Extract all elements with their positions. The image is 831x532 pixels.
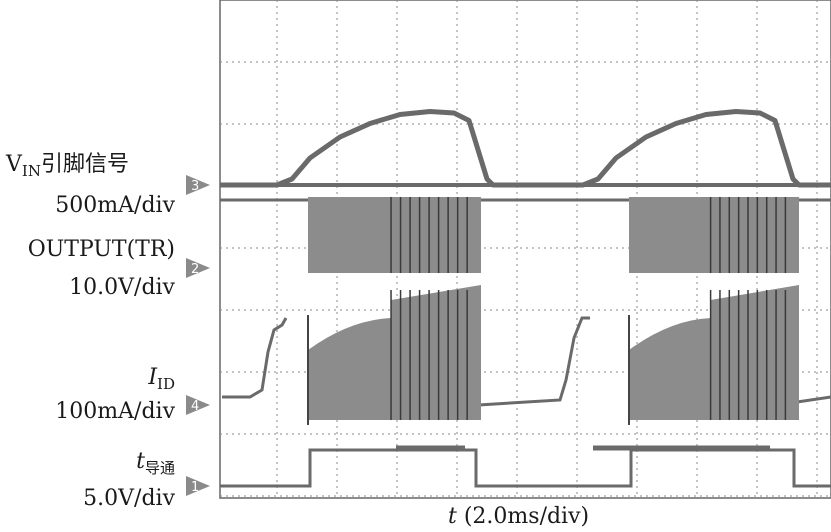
channel-2-scale: 10.0V/div <box>69 275 175 300</box>
channel-1-scale: 5.0V/div <box>83 486 175 511</box>
channel-4-name: IID <box>148 365 175 394</box>
id-ramp-1 <box>222 317 288 399</box>
channel-3-scale: 500mA/div <box>55 193 175 218</box>
channel-3-marker-arrow <box>186 175 210 195</box>
channel-2-marker-arrow <box>186 258 210 278</box>
vin-pin-trace <box>526 109 831 188</box>
x-axis-label: t (2.0ms/div) <box>448 504 590 529</box>
channel-4-marker: 4 <box>186 395 210 415</box>
channel-4-marker-number: 4 <box>191 399 199 414</box>
id-burst <box>308 285 481 420</box>
channel-1-name: t导通 <box>136 449 175 478</box>
channel-4-scale: 100mA/div <box>55 399 175 424</box>
on-time-trace <box>220 448 831 488</box>
channel-3-marker-number: 3 <box>191 179 199 194</box>
channel-1-marker-arrow <box>186 476 210 496</box>
scope-traces <box>220 98 831 488</box>
channel-2-marker: 2 <box>186 258 210 278</box>
channel-2-marker-number: 2 <box>191 262 199 277</box>
channel-markers: 3 2 4 1 <box>186 175 210 496</box>
id-burst <box>629 285 799 420</box>
channel-3-name: VIN引脚信号 <box>6 152 129 181</box>
channel-2-name: OUTPUT(TR) <box>27 237 175 262</box>
output-burst <box>308 197 481 273</box>
vin-pin-trace <box>220 109 580 188</box>
channel-1-marker: 1 <box>186 476 210 496</box>
channel-1-marker-number: 1 <box>191 480 199 495</box>
channel-3-marker: 3 <box>186 175 210 195</box>
grid-border <box>219 0 831 499</box>
output-burst <box>629 197 799 273</box>
channel-4-marker-arrow <box>186 395 210 415</box>
